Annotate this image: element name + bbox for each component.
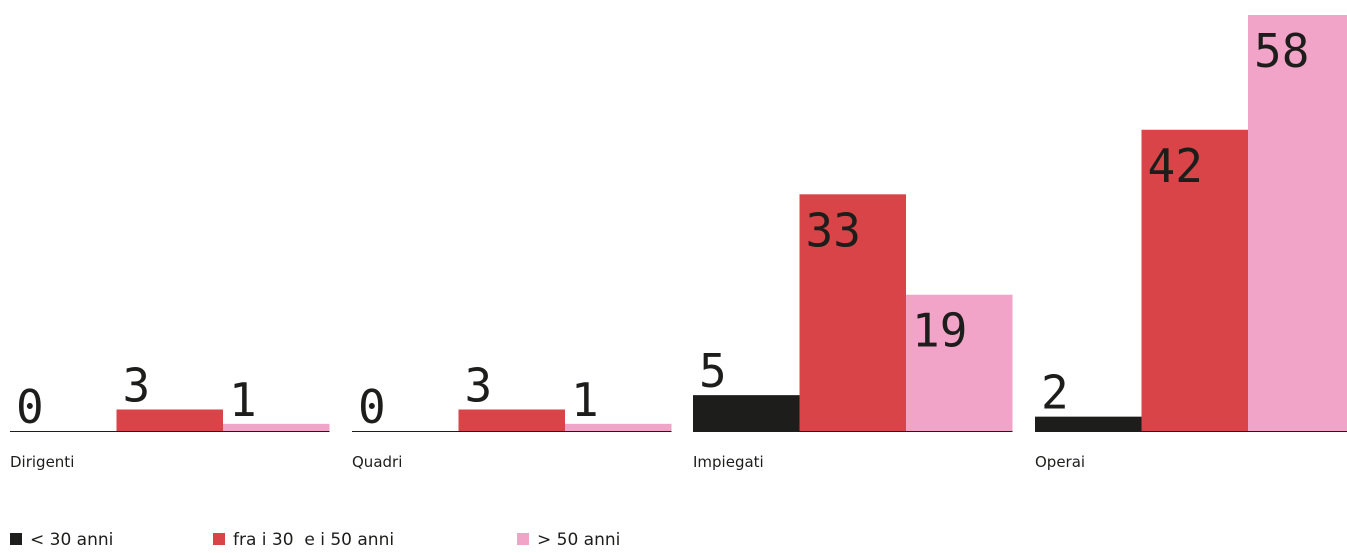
bar bbox=[116, 409, 223, 431]
bar bbox=[1141, 129, 1248, 432]
category-label: Impiegati bbox=[693, 453, 764, 471]
legend-swatch bbox=[10, 533, 22, 545]
category-label: Quadri bbox=[352, 453, 402, 471]
value-label: 2 bbox=[1041, 366, 1069, 420]
legend-swatch bbox=[213, 533, 225, 545]
bar bbox=[1035, 416, 1142, 431]
value-label: 5 bbox=[699, 344, 727, 398]
value-label: 1 bbox=[571, 373, 599, 427]
bar bbox=[565, 423, 672, 431]
bar bbox=[458, 409, 565, 431]
value-label: 19 bbox=[912, 304, 967, 358]
bar bbox=[223, 423, 330, 431]
category-label: Operai bbox=[1035, 453, 1085, 471]
value-label: 58 bbox=[1254, 24, 1309, 78]
bar bbox=[906, 294, 1013, 431]
value-label: 3 bbox=[123, 358, 151, 412]
legend-label: > 50 anni bbox=[537, 530, 620, 550]
bar bbox=[799, 194, 906, 431]
category-label: Dirigenti bbox=[10, 453, 74, 471]
value-label: 42 bbox=[1148, 139, 1203, 193]
legend-label: fra i 30 e i 50 anni bbox=[233, 530, 394, 550]
value-label: 0 bbox=[358, 380, 386, 434]
value-label: 1 bbox=[229, 373, 257, 427]
value-label: 3 bbox=[465, 358, 493, 412]
legend-swatch bbox=[517, 533, 529, 545]
legend-label: < 30 anni bbox=[30, 530, 113, 550]
value-label: 33 bbox=[806, 203, 861, 257]
bar bbox=[1248, 15, 1347, 431]
bar bbox=[693, 395, 800, 431]
value-label: 0 bbox=[16, 380, 44, 434]
